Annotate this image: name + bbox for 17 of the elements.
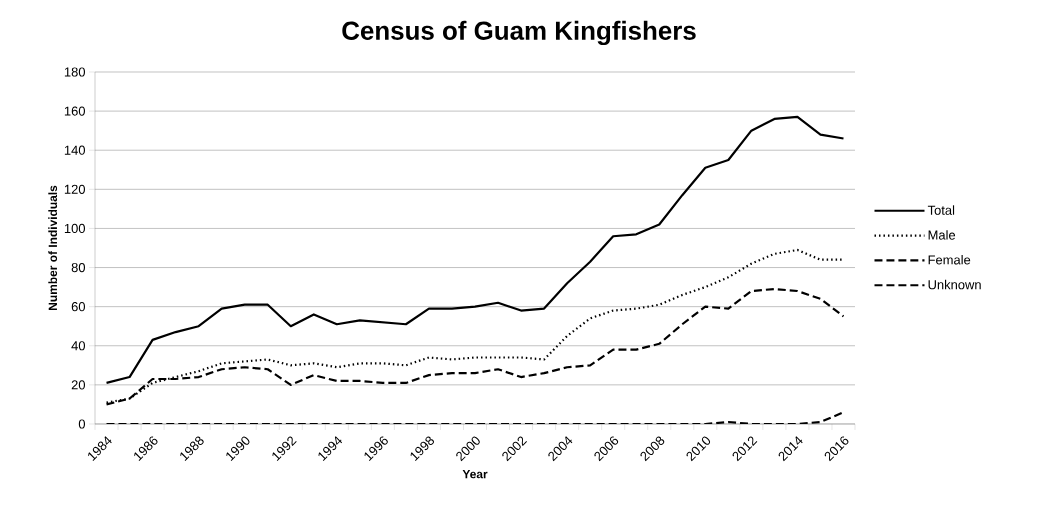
y-tick-label: 20 [71, 380, 86, 390]
legend-label: Female [928, 254, 971, 265]
y-tick-label: 0 [78, 419, 86, 429]
y-tick-label: 80 [71, 262, 86, 273]
y-tick-label: 40 [71, 341, 86, 351]
y-axis-title: Number of Individuals [48, 185, 58, 310]
legend-label: Unknown [928, 279, 981, 290]
y-tick-label: 160 [64, 106, 86, 116]
y-tick-label: 120 [64, 184, 86, 194]
y-tick-label: 100 [64, 223, 86, 234]
chart-title: Census of Guam Kingfishers [342, 20, 696, 46]
legend-label: Total [927, 205, 955, 215]
x-axis-title: Year [462, 470, 488, 479]
y-tick-label: 60 [71, 302, 86, 312]
legend-label: Male [928, 230, 956, 240]
y-tick-label: 180 [64, 67, 86, 77]
y-tick-label: 140 [64, 145, 86, 155]
